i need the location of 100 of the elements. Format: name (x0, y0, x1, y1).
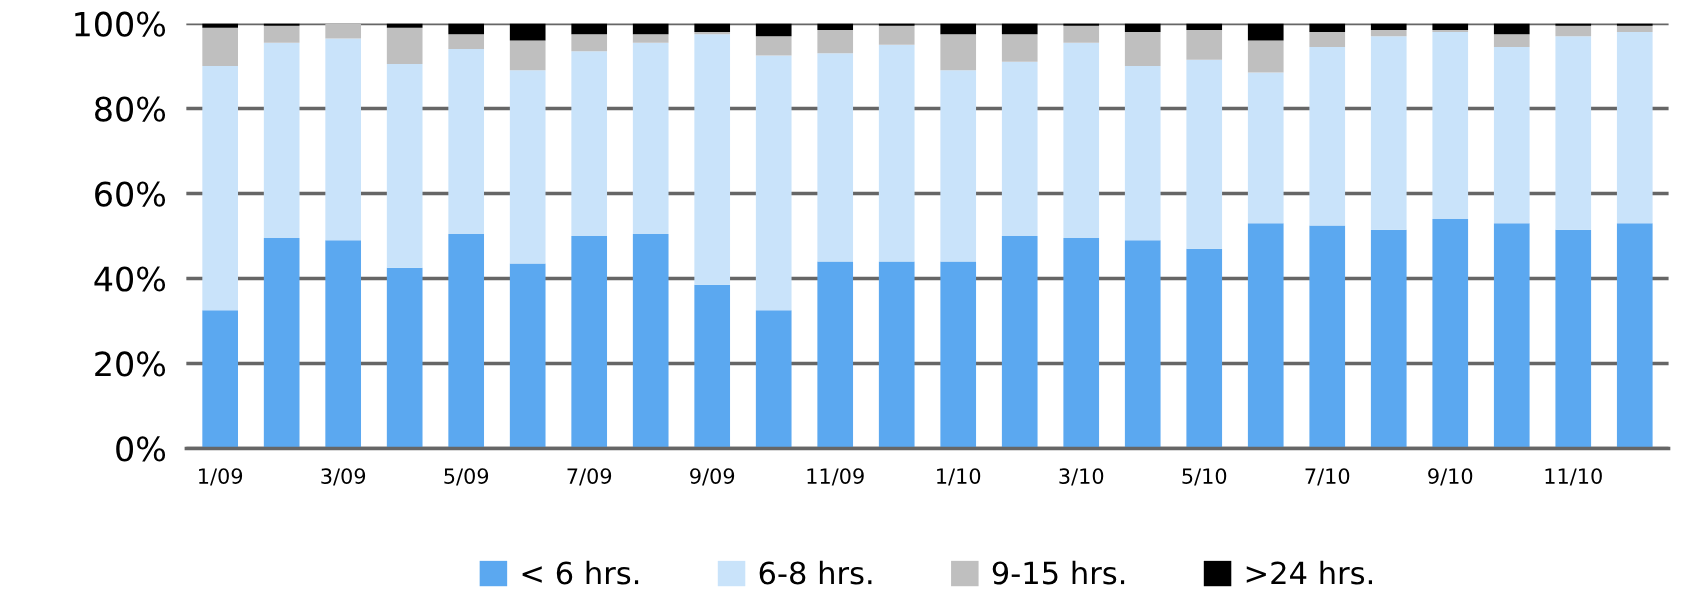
bar (755, 310, 792, 449)
bar (1247, 40, 1284, 73)
y-tick-label: 60% (95, 181, 166, 207)
bar (1432, 219, 1469, 449)
bar (571, 34, 608, 52)
bar (509, 263, 546, 449)
bar (325, 38, 362, 241)
bar (1370, 36, 1407, 230)
bar (1063, 23, 1100, 26)
bar (1247, 72, 1284, 224)
bar (755, 36, 792, 56)
bar (448, 34, 485, 50)
bar (940, 23, 977, 35)
bar (1001, 23, 1038, 35)
bar (1186, 29, 1223, 60)
bar (755, 23, 792, 37)
bar (1555, 23, 1592, 26)
x-tick-label: 11/09 (807, 468, 864, 486)
bar (263, 23, 300, 26)
x-tick-label: 3/10 (1059, 468, 1104, 486)
bar (571, 51, 608, 236)
legend-label: >24 hrs. (1246, 560, 1372, 585)
bar (694, 23, 731, 33)
bar (263, 42, 300, 239)
bar (878, 261, 915, 449)
bar (1247, 23, 1284, 41)
bar (1370, 23, 1407, 30)
bar (325, 23, 362, 39)
bar (878, 25, 915, 45)
bar (1555, 36, 1592, 230)
bar (1247, 223, 1284, 449)
bar (1370, 229, 1407, 449)
x-tick-label: 3/09 (321, 468, 366, 486)
bar (1432, 32, 1469, 220)
bar (1616, 32, 1653, 224)
bar (1186, 248, 1223, 449)
bar (1555, 229, 1592, 449)
bar (202, 23, 238, 28)
bar (694, 32, 731, 35)
bar (1001, 61, 1038, 236)
bar (509, 70, 546, 264)
bar (632, 42, 669, 234)
x-tick-label: 7/10 (1305, 468, 1350, 486)
bar (1124, 32, 1161, 67)
bar (940, 261, 977, 449)
bar (1493, 223, 1530, 449)
x-tick-label: 9/10 (1428, 468, 1473, 486)
bar (1124, 66, 1161, 241)
bar (817, 23, 854, 30)
bar (1001, 236, 1038, 449)
bar (1063, 42, 1100, 239)
bar (263, 25, 300, 43)
x-tick-label: 1/09 (199, 468, 243, 486)
bar (817, 29, 854, 54)
bar (448, 49, 485, 234)
bar (1493, 34, 1530, 47)
bar (1309, 225, 1346, 449)
bar (448, 233, 485, 449)
y-tick-label: 0% (116, 436, 166, 462)
bar (1616, 23, 1653, 26)
x-tick-label: 9/09 (690, 468, 735, 486)
bar (1001, 34, 1038, 62)
bar (509, 40, 546, 71)
bar (632, 34, 669, 43)
bar (1309, 23, 1346, 33)
bar (1493, 23, 1530, 35)
legend-label: 6-8 hrs. (759, 560, 872, 585)
y-tick-label: 20% (95, 351, 166, 377)
bar (509, 23, 546, 41)
x-tick-label: 5/10 (1182, 468, 1227, 486)
bar (1432, 29, 1469, 33)
bar (325, 240, 362, 449)
y-tick-label: 80% (95, 96, 166, 122)
y-tick-label: 40% (94, 266, 166, 292)
bar (386, 23, 423, 28)
bar (817, 53, 854, 262)
bar (202, 310, 238, 449)
x-tick-label: 7/09 (567, 468, 612, 486)
bar (386, 267, 423, 449)
bar (1616, 25, 1653, 33)
bar (1063, 25, 1100, 43)
bar (571, 236, 608, 449)
bar (386, 27, 423, 64)
bar (817, 261, 854, 449)
bar (1063, 238, 1100, 449)
bar (878, 23, 915, 26)
bar (202, 66, 238, 311)
bar (202, 27, 238, 67)
bar (1186, 23, 1223, 30)
bar (263, 238, 300, 449)
bar (386, 63, 423, 268)
y-tick-label: 100% (75, 11, 166, 37)
bar (940, 34, 977, 71)
bar (1124, 240, 1161, 449)
bar (1432, 23, 1469, 30)
x-tick-label: 1/10 (937, 468, 981, 486)
bar (1309, 46, 1346, 226)
bar (878, 44, 915, 262)
bar (940, 70, 977, 262)
x-tick-label: 11/10 (1545, 468, 1602, 486)
